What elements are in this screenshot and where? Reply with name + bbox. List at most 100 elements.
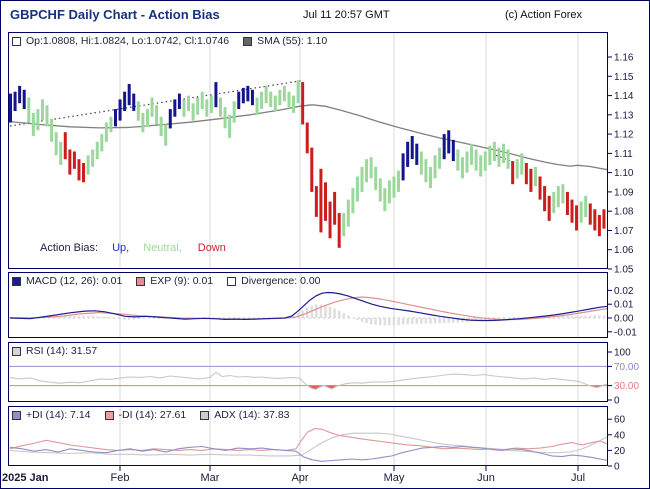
histogram-bar (442, 318, 446, 323)
candle (95, 141, 99, 160)
ohlc-values: Op:1.0808, Hi:1.0824, Lo:1.0742, Cl:1.07… (26, 35, 230, 47)
y-tick-label: 100 (614, 348, 631, 359)
y-tick-label: 1.07 (614, 226, 634, 237)
histogram-bar (360, 318, 364, 322)
candle (533, 166, 537, 187)
candle (502, 143, 506, 163)
copyright: (c) Action Forex (505, 9, 583, 21)
candle (191, 103, 195, 121)
histogram-bar (127, 318, 131, 320)
plus-di-value: +DI (14): 7.14 (26, 409, 91, 421)
candle (109, 116, 113, 133)
x-axis-label: 2025 Jan (2, 472, 49, 484)
histogram-bar (100, 316, 104, 318)
x-axis-label: Apr (291, 472, 308, 484)
adx-swatch-icon (200, 410, 210, 420)
candle (59, 141, 63, 165)
candle (132, 93, 136, 111)
histogram-bar (356, 318, 359, 320)
histogram-bar (132, 318, 135, 320)
action-bias-up: Up, (112, 242, 130, 254)
candle (556, 186, 560, 208)
candle (282, 85, 286, 102)
y-tick-label: 30.00 (614, 381, 639, 392)
candle (22, 89, 26, 110)
plus-di-legend: +DI (14): 7.14 (12, 409, 91, 421)
candle (91, 149, 95, 167)
panel-border (8, 406, 608, 466)
adx-line (9, 432, 609, 457)
y-tick-label: 0 (614, 462, 620, 473)
candle (383, 188, 387, 212)
candle (296, 80, 300, 104)
candle (415, 143, 419, 165)
candle (155, 105, 159, 125)
candle (127, 84, 131, 106)
histogram-bar (452, 318, 455, 323)
histogram-bar (383, 318, 387, 326)
x-axis-label: Jun (477, 472, 495, 484)
macd-line-legend: MACD (12, 26): 0.01 (12, 275, 122, 287)
candle (575, 205, 579, 231)
action-bias-legend: Action Bias: Up, Neutral, Down (40, 242, 226, 254)
histogram-bar (438, 318, 441, 324)
candle (310, 147, 314, 192)
sma-legend: SMA (55): 1.10 (243, 35, 327, 47)
minus-di-swatch-icon (104, 410, 114, 420)
candle (72, 151, 76, 169)
rsi-oversold-fill (324, 385, 339, 389)
candle (369, 157, 373, 179)
y-tick-label: 1.10 (614, 168, 634, 179)
histogram-bar (484, 318, 487, 321)
panel-border (8, 272, 608, 338)
y-tick-label: 1.09 (614, 187, 634, 198)
x-axis-label: May (384, 472, 405, 484)
candle (392, 176, 396, 198)
candle (387, 180, 391, 204)
candle (18, 85, 22, 104)
minus-di-legend: -DI (14): 27.61 (104, 409, 187, 421)
candle (255, 97, 259, 115)
histogram-bar (315, 304, 318, 318)
histogram-bar (223, 318, 227, 319)
candle (77, 159, 81, 181)
minus-di-value: -DI (14): 27.61 (118, 409, 187, 421)
candle (602, 209, 606, 229)
histogram-bar (570, 315, 574, 318)
candle (360, 166, 364, 192)
histogram-bar (575, 315, 578, 318)
rsi-legend: RSI (14): 31.57 (12, 345, 97, 357)
candle (187, 95, 191, 111)
candle (479, 155, 483, 177)
candle (442, 134, 446, 160)
histogram-bar (95, 316, 99, 318)
histogram-bar (406, 318, 409, 325)
candle (278, 89, 282, 106)
candle (465, 151, 469, 173)
candle (9, 93, 12, 123)
histogram-bar (593, 315, 597, 318)
y-tick-label: 1.13 (614, 110, 634, 121)
candle (301, 82, 305, 125)
candle (497, 147, 501, 167)
histogram-bar (68, 315, 72, 318)
histogram-bar (365, 318, 368, 323)
candle (141, 112, 145, 133)
histogram-bar (397, 318, 400, 325)
y-tick-label: 1.16 (614, 53, 634, 64)
histogram-bar (420, 318, 423, 324)
candle (136, 101, 140, 121)
candle (342, 213, 346, 237)
histogram-bar (374, 318, 377, 325)
histogram-bar (598, 315, 601, 318)
candle (588, 203, 592, 225)
y-tick-label: 1.15 (614, 72, 634, 83)
candle (474, 149, 478, 171)
candle (593, 209, 597, 231)
candle (451, 139, 455, 162)
sma-value: SMA (55): 1.10 (257, 35, 328, 47)
histogram-bar (319, 304, 323, 318)
histogram-bar (497, 318, 501, 319)
y-tick-label: 0.01 (614, 300, 634, 311)
